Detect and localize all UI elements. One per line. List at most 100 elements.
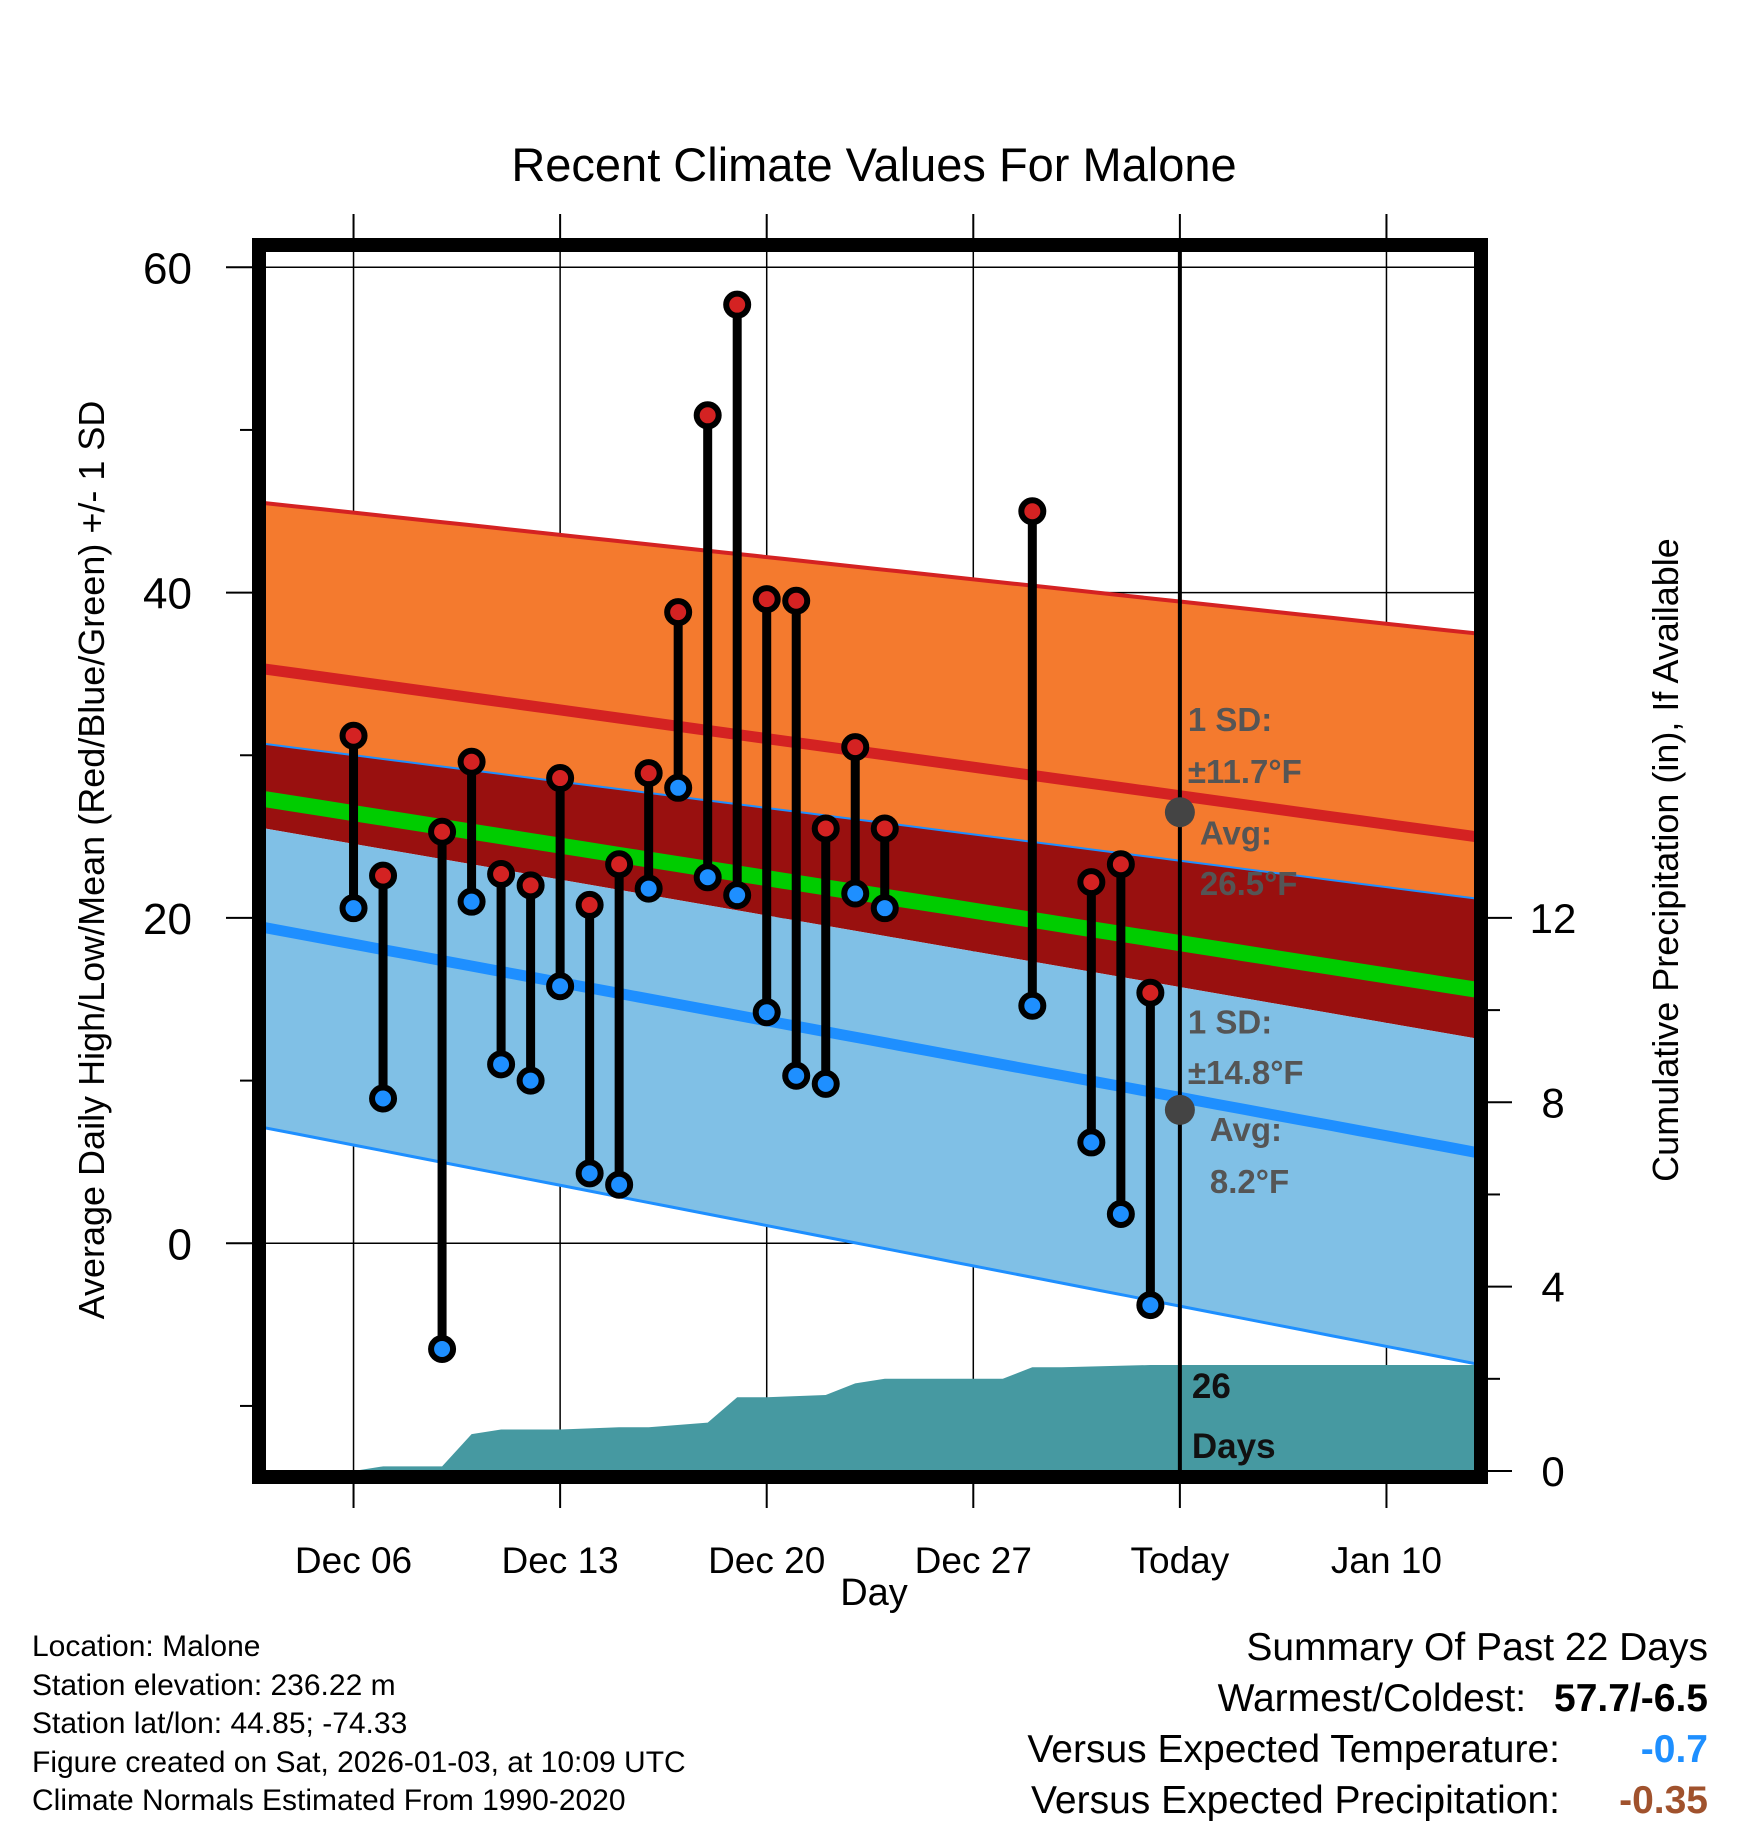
annotations: 1 SD: ±11.7°F Avg: 26.5°F 1 SD: ±14.8°F Avg: 8.… [1164, 701, 1304, 1466]
obs-high-marker [575, 890, 604, 919]
y-tick-label: 40 [143, 570, 192, 619]
obs-high-marker [1106, 850, 1135, 879]
precip-area [265, 1365, 1475, 1471]
obs-low-marker [693, 863, 722, 892]
y2-tick-label: 0 [1541, 1448, 1564, 1495]
obs-low-marker [546, 972, 575, 1001]
low-sd-band [265, 828, 1475, 1364]
obs-low-marker [575, 1159, 604, 1188]
x-tick-label: Dec 27 [915, 1540, 1032, 1581]
normals-text: Climate Normals Estimated From 1990-2020 [32, 1784, 626, 1817]
low-avg-value: 8.2°F [1210, 1163, 1289, 1200]
y-axis-label: Average Daily High/Low/Mean (Red/Blue/Gr… [71, 401, 112, 1320]
normal-high-line [265, 663, 1475, 843]
climate-chart: Recent Climate Values For Malone 1 SD: ±1… [71, 138, 1686, 1614]
obs-low-marker [487, 1050, 516, 1079]
obs-low-marker [1136, 1291, 1165, 1320]
obs-low-marker [369, 1084, 398, 1113]
obs-low-marker [634, 874, 663, 903]
obs-low-marker [457, 887, 486, 916]
created-text: Figure created on Sat, 2026-01-03, at 10… [32, 1745, 686, 1779]
summary-heading: Summary Of Past 22 Days [1246, 1626, 1708, 1669]
obs-high-marker [841, 733, 870, 762]
obs-low-marker [811, 1069, 840, 1098]
obs-low-marker [782, 1061, 811, 1090]
obs-low-marker [723, 881, 752, 910]
warmest-label: Warmest/Coldest: [1217, 1677, 1527, 1720]
obs-high-marker [487, 860, 516, 889]
days-word: Days [1192, 1427, 1276, 1466]
obs-high-marker [1136, 978, 1165, 1007]
obs-high-marker [546, 764, 575, 793]
obs-low-marker [1077, 1128, 1106, 1157]
high-avg-value: 26.5°F [1200, 865, 1298, 902]
x-axis-label: Day [840, 1572, 908, 1614]
y2-axis-label: Cumulative Precipitation (in), If Availa… [1645, 538, 1686, 1182]
precip-label: Versus Expected Precipitation: [1031, 1779, 1560, 1822]
y-tick-label: 20 [143, 895, 192, 944]
precip-value: -0.35 [1619, 1779, 1708, 1822]
obs-low-marker [664, 773, 693, 802]
x-tick-label: Jan 10 [1331, 1540, 1442, 1581]
obs-high-marker [428, 817, 457, 846]
high-avg-dot [1164, 797, 1195, 828]
temp-label: Versus Expected Temperature: [1027, 1728, 1560, 1771]
obs-high-marker [664, 598, 693, 627]
obs-low-marker [870, 894, 899, 923]
obs-low-marker [1106, 1199, 1135, 1228]
high-sd-value: ±11.7°F [1188, 753, 1302, 790]
obs-high-marker [634, 759, 663, 788]
low-avg-label: Avg: [1210, 1111, 1282, 1148]
obs-low-marker [339, 894, 368, 923]
x-tick-label: Dec 06 [295, 1540, 412, 1581]
plot-frame [252, 238, 1488, 1484]
high-avg-label: Avg: [1200, 815, 1272, 852]
temp-value: -0.7 [1640, 1728, 1708, 1771]
obs-low-marker [605, 1170, 634, 1199]
obs-high-marker [1018, 497, 1047, 526]
y-tick-label: 60 [143, 244, 192, 293]
obs-low-marker [1018, 991, 1047, 1020]
x-tick-label: Today [1131, 1540, 1230, 1581]
obs-low-marker [428, 1335, 457, 1363]
low-sd-value: ±14.8°F [1188, 1054, 1304, 1091]
obs-low-marker [752, 998, 781, 1027]
obs-high-marker [457, 747, 486, 776]
summary-panel: Summary Of Past 22 Days Warmest/Coldest:… [1027, 1622, 1708, 1826]
obs-high-marker [339, 721, 368, 750]
y2-tick-label: 8 [1541, 1079, 1564, 1126]
obs-low-marker [516, 1066, 545, 1095]
elevation-text: Station elevation: 236.22 m [32, 1668, 396, 1702]
latlon-text: Station lat/lon: 44.85; -74.33 [32, 1707, 408, 1740]
x-tick-label: Dec 20 [708, 1540, 825, 1581]
axis-ticks: Dec 06 Dec 13 Dec 20 Dec 27 Today Jan 1002040… [143, 214, 1576, 1581]
obs-high-marker [870, 814, 899, 843]
station-info: Location: Malone Station elevation: 236.… [32, 1628, 686, 1821]
days-count: 26 [1192, 1367, 1231, 1406]
obs-high-marker [752, 585, 781, 614]
temp-row: Versus Expected Temperature: -0.7 [1027, 1724, 1708, 1775]
obs-high-marker [782, 586, 811, 615]
obs-high-marker [811, 814, 840, 843]
y2-tick-label: 12 [1530, 895, 1577, 942]
y-tick-label: 0 [168, 1220, 192, 1269]
obs-high-marker [605, 850, 634, 879]
x-tick-label: Dec 13 [502, 1540, 619, 1581]
normal-mean-line [265, 791, 1475, 998]
precip-fill [265, 1365, 1475, 1471]
warmest-value: 57.7/-6.5 [1554, 1677, 1708, 1720]
normal-low-line [265, 922, 1475, 1158]
obs-high-marker [1077, 868, 1106, 897]
warmest-row: Warmest/Coldest: 57.7/-6.5 [1027, 1673, 1708, 1724]
y2-tick-label: 4 [1541, 1264, 1564, 1311]
chart-title: Recent Climate Values For Malone [511, 138, 1236, 191]
low-sd-label: 1 SD: [1188, 1003, 1272, 1040]
location-text: Location: Malone [32, 1630, 261, 1663]
obs-low-marker [841, 879, 870, 908]
high-sd-upper-line [265, 501, 1475, 636]
obs-high-marker [516, 871, 545, 900]
high-sd-label: 1 SD: [1188, 701, 1272, 738]
obs-high-marker [723, 290, 752, 319]
low-sd-lower-line [265, 1126, 1475, 1366]
obs-high-marker [693, 401, 722, 430]
